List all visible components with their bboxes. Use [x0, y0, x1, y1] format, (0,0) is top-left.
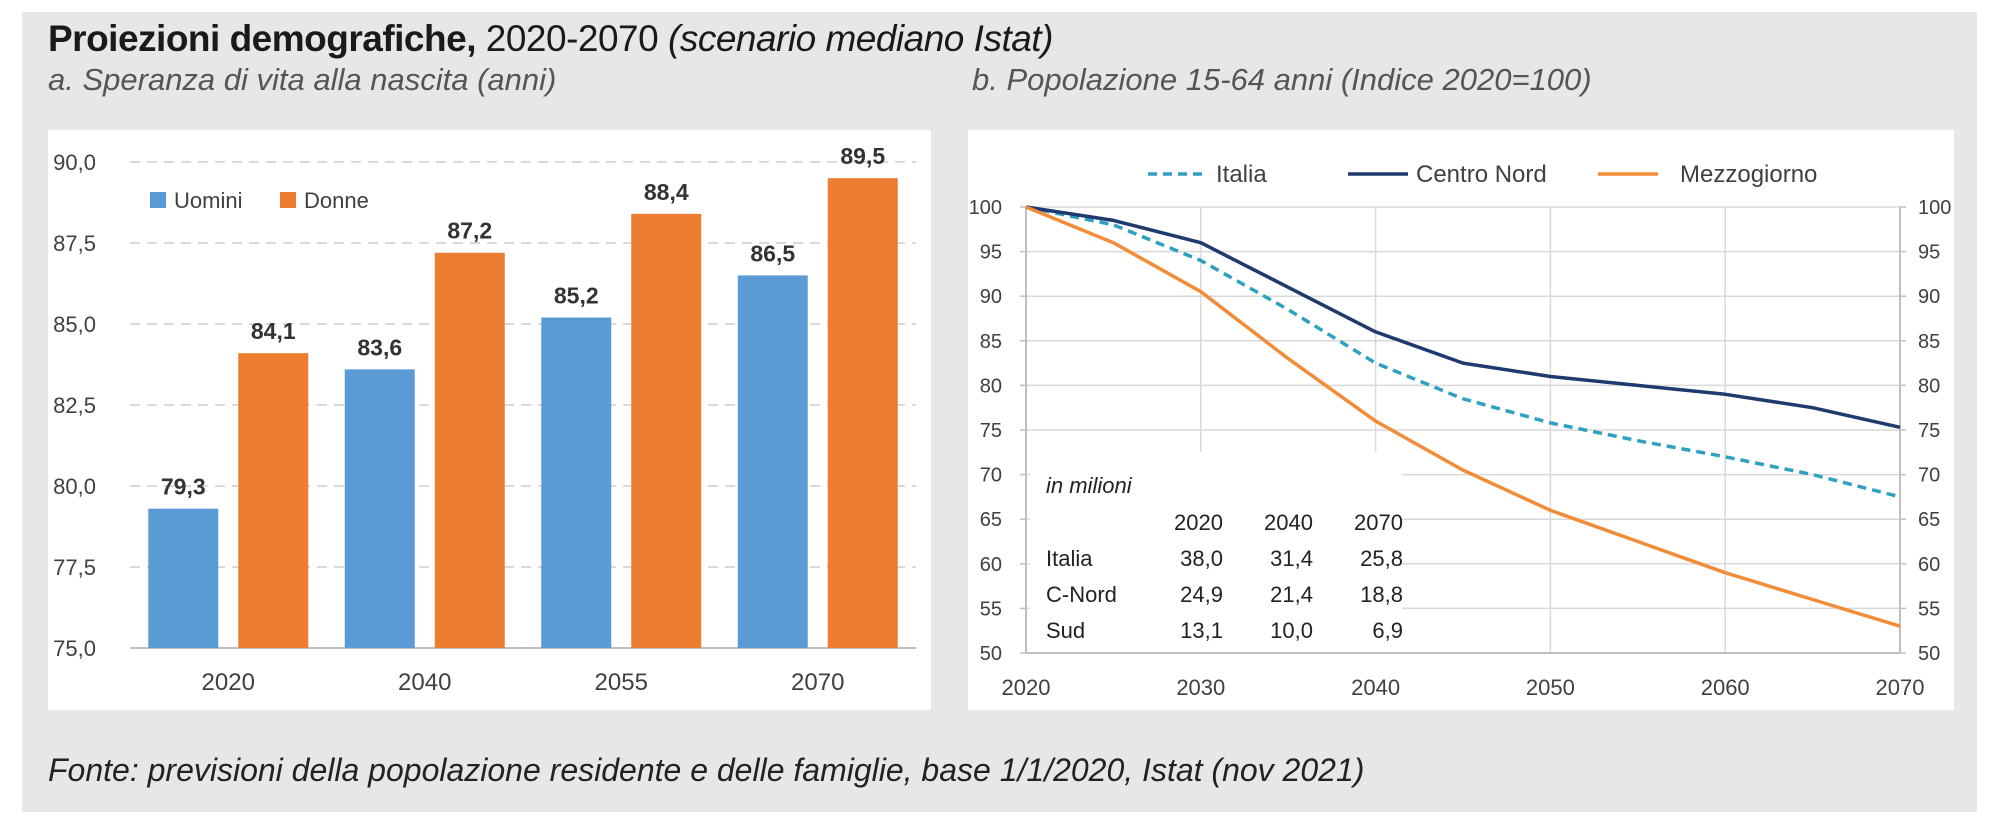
y-tick-label: 77,5 — [53, 555, 96, 580]
y-tick-label: 75,0 — [53, 636, 96, 661]
data-label: 87,2 — [447, 218, 492, 244]
y-tick-label: 90,0 — [53, 150, 96, 175]
bar-chart-card: 75,0 77,5 80,0 82,5 85,0 87,5 90,0 79,3 84,1 2020… — [48, 130, 931, 710]
y-tick-label-left: 95 — [980, 242, 1002, 264]
data-label: 79,3 — [161, 474, 206, 500]
y-tick-label: 82,5 — [53, 393, 96, 418]
data-label: 84,1 — [251, 318, 296, 344]
y-tick-label-left: 70 — [980, 465, 1002, 487]
bar-donne — [434, 252, 505, 648]
table-background — [1030, 452, 1402, 652]
series-line-centro-nord — [1025, 205, 1901, 430]
table-cell: 24,9 — [1180, 582, 1223, 607]
bar-donne — [238, 353, 309, 648]
bar-donne — [827, 178, 898, 648]
x-tick-label: 2070 — [1876, 675, 1925, 700]
table-cell: 21,4 — [1270, 582, 1313, 607]
data-label: 86,5 — [750, 240, 795, 266]
series-line-mezzogiorno — [1025, 205, 1901, 628]
data-label: 85,2 — [554, 283, 599, 309]
legend-label: Italia — [1216, 161, 1267, 188]
table-row-label: Italia — [1046, 546, 1093, 571]
legend-label: Centro Nord — [1416, 161, 1547, 188]
y-tick-label-right: 85 — [1918, 331, 1940, 353]
bar-uomini — [344, 369, 415, 648]
x-tick-label: 2060 — [1701, 675, 1750, 700]
line-chart: 50 50 55 55 60 60 65 65 70 70 75 75 80 80 85 85 90 90 95 95… — [969, 161, 1952, 700]
y-tick-label-right: 80 — [1918, 375, 1940, 397]
x-tick-label: 2020 — [1002, 675, 1051, 700]
subtitle-a: a. Speranza di vita alla nascita (anni) — [48, 62, 557, 97]
y-tick-label-left: 90 — [980, 286, 1002, 308]
legend-swatch-uomini — [150, 192, 166, 208]
bar-donne — [631, 213, 702, 648]
x-tick-label: 2040 — [398, 669, 451, 696]
title-italic: (scenario mediano Istat) — [668, 18, 1053, 59]
y-tick-label-right: 50 — [1918, 643, 1940, 665]
title-bold: Proiezioni demografiche, — [48, 18, 476, 59]
series-line-italia — [1025, 205, 1901, 499]
subtitle-b: b. Popolazione 15-64 anni (Indice 2020=1… — [972, 62, 1592, 97]
table-caption: in milioni — [1046, 473, 1133, 498]
table-header: 2070 — [1354, 510, 1403, 535]
y-tick-label-left: 55 — [980, 598, 1002, 620]
x-tick-label: 2055 — [595, 669, 648, 696]
legend-label: Donne — [304, 188, 369, 213]
source-note: Fonte: previsioni della popolazione resi… — [48, 752, 1365, 788]
table-cell: 18,8 — [1360, 582, 1403, 607]
data-label: 89,5 — [840, 143, 885, 169]
y-tick-label-right: 55 — [1918, 598, 1940, 620]
table-header: 2040 — [1264, 510, 1313, 535]
y-tick-label-left: 75 — [980, 420, 1002, 442]
y-tick-label-left: 60 — [980, 554, 1002, 576]
bar-uomini — [148, 508, 219, 648]
y-tick-label: 80,0 — [53, 474, 96, 499]
y-tick-label-right: 90 — [1918, 286, 1940, 308]
y-tick-label-left: 100 — [969, 197, 1002, 219]
legend-label: Uomini — [174, 188, 242, 213]
table-row-label: C-Nord — [1046, 582, 1117, 607]
table-cell: 13,1 — [1180, 618, 1223, 643]
table-row-label: Sud — [1046, 618, 1085, 643]
x-tick-label: 2020 — [202, 669, 255, 696]
bar-chart: 75,0 77,5 80,0 82,5 85,0 87,5 90,0 79,3 84,1 2020… — [53, 143, 916, 696]
table-cell: 10,0 — [1270, 618, 1313, 643]
x-tick-label: 2070 — [791, 669, 844, 696]
y-tick-label-left: 80 — [980, 375, 1002, 397]
table-cell: 6,9 — [1372, 618, 1403, 643]
y-tick-label-right: 70 — [1918, 465, 1940, 487]
data-label: 83,6 — [357, 334, 402, 360]
legend-label: Mezzogiorno — [1680, 161, 1817, 188]
y-tick-label-right: 65 — [1918, 509, 1940, 531]
x-tick-label: 2040 — [1351, 675, 1400, 700]
y-tick-label-right: 100 — [1918, 197, 1951, 219]
table-cell: 38,0 — [1180, 546, 1223, 571]
table-cell: 31,4 — [1270, 546, 1313, 571]
bar-uomini — [541, 317, 612, 648]
y-tick-label-left: 65 — [980, 509, 1002, 531]
y-tick-label-right: 75 — [1918, 420, 1940, 442]
y-tick-label: 87,5 — [53, 231, 96, 256]
line-chart-card: 50 50 55 55 60 60 65 65 70 70 75 75 80 80 85 85 90 90 95 95… — [968, 130, 1954, 710]
y-tick-label-right: 60 — [1918, 554, 1940, 576]
y-tick-label-left: 50 — [980, 643, 1002, 665]
table-header: 2020 — [1174, 510, 1223, 535]
y-tick-label-left: 85 — [980, 331, 1002, 353]
y-tick-label: 85,0 — [53, 312, 96, 337]
title-normal: 2020-2070 — [475, 18, 668, 59]
y-tick-label-right: 95 — [1918, 242, 1940, 264]
x-tick-label: 2030 — [1176, 675, 1225, 700]
page-title: Proiezioni demografiche, 2020-2070 (scen… — [48, 18, 1053, 60]
data-label: 88,4 — [644, 179, 689, 205]
legend-swatch-donne — [280, 192, 296, 208]
x-tick-label: 2050 — [1526, 675, 1575, 700]
table-cell: 25,8 — [1360, 546, 1403, 571]
bar-uomini — [737, 275, 808, 648]
